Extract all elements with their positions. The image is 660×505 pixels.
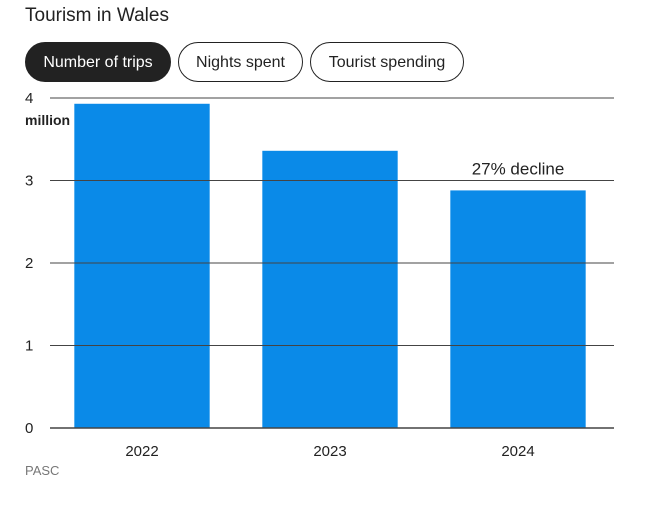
x-tick-label-2022: 2022 — [125, 443, 158, 460]
source-note: PASC — [25, 463, 60, 478]
bar-2022 — [74, 103, 210, 429]
x-tick-label-2023: 2023 — [313, 443, 346, 460]
tab-nights-spent[interactable]: Nights spent — [178, 42, 303, 82]
y-tick-label-2: 2 — [25, 255, 33, 272]
y-unit-label: million — [25, 112, 70, 128]
bar-2024 — [450, 190, 586, 428]
tab-tourist-spending[interactable]: Tourist spending — [310, 42, 464, 82]
y-tick-label-0: 0 — [25, 420, 33, 437]
y-tick-label-4: 4 — [25, 90, 33, 107]
x-tick-label-2024: 2024 — [501, 443, 534, 460]
tab-number-of-trips[interactable]: Number of trips — [25, 42, 171, 82]
y-tick-label-1: 1 — [25, 338, 33, 355]
bar-2023 — [262, 150, 398, 429]
annotation-label: 27% decline — [472, 159, 565, 178]
chart-title: Tourism in Wales — [25, 5, 169, 26]
bar-chart: 0 1 2 3 4 million 2022 2023 2024 27% decline — [25, 90, 614, 460]
y-tick-label-3: 3 — [25, 173, 33, 190]
